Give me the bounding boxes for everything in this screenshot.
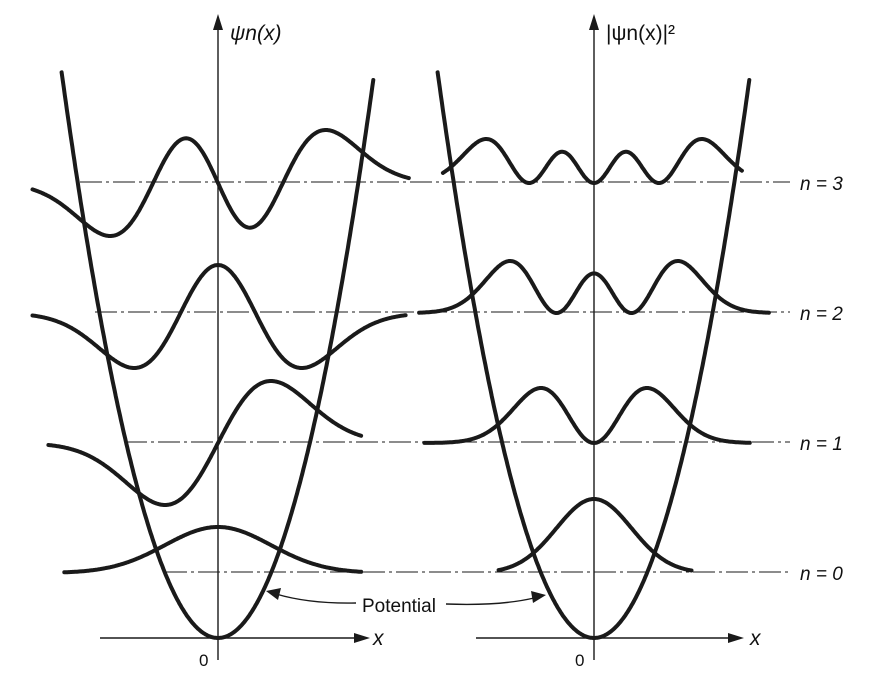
potential-arrow-right-head (531, 591, 546, 603)
left-y-axis-arrow (213, 14, 223, 30)
state-labels: n = 3 n = 2 n = 1 n = 0 (800, 174, 843, 585)
right-y-axis-arrow (589, 14, 599, 30)
prob-n0-curve (496, 497, 694, 573)
potential-label: Potential (362, 596, 436, 617)
psi-n1-curve (46, 379, 364, 507)
state-label-n3: n = 3 (800, 174, 843, 195)
prob-n1-curve (422, 386, 752, 445)
right-x-axis-arrow (728, 633, 744, 643)
left-x-axis-arrow (354, 633, 370, 643)
left-x-axis-label: x (372, 627, 385, 650)
potential-annotation: Potential (266, 588, 546, 617)
left-potential-parabola (59, 70, 376, 640)
energy-baselines (80, 181, 790, 573)
state-label-n0: n = 0 (800, 564, 843, 585)
psi-n3-curve (30, 128, 411, 238)
state-label-n2: n = 2 (800, 304, 843, 325)
right-y-axis-label: |ψn(x)|² (606, 22, 675, 45)
potential-arrow-left (275, 593, 357, 604)
potential-arrow-right (445, 597, 535, 606)
right-x-axis-label: x (749, 627, 762, 650)
right-origin-label: 0 (575, 651, 584, 670)
left-y-axis-label: ψn(x) (230, 22, 281, 45)
prob-n2-curve (417, 259, 771, 315)
right-probability-densities (417, 137, 771, 573)
prob-n3-curve (440, 137, 744, 185)
right-panel: |ψn(x)|² x 0 (476, 14, 762, 670)
left-origin-label: 0 (199, 651, 208, 670)
state-label-n1: n = 1 (800, 434, 843, 455)
psi-n0-curve (62, 525, 364, 575)
psi-n2-curve (30, 263, 408, 370)
left-panel: ψn(x) x 0 (100, 14, 385, 670)
left-wavefunctions (30, 128, 411, 575)
right-potential-parabola (435, 70, 752, 640)
potential-arrow-left-head (266, 588, 281, 600)
